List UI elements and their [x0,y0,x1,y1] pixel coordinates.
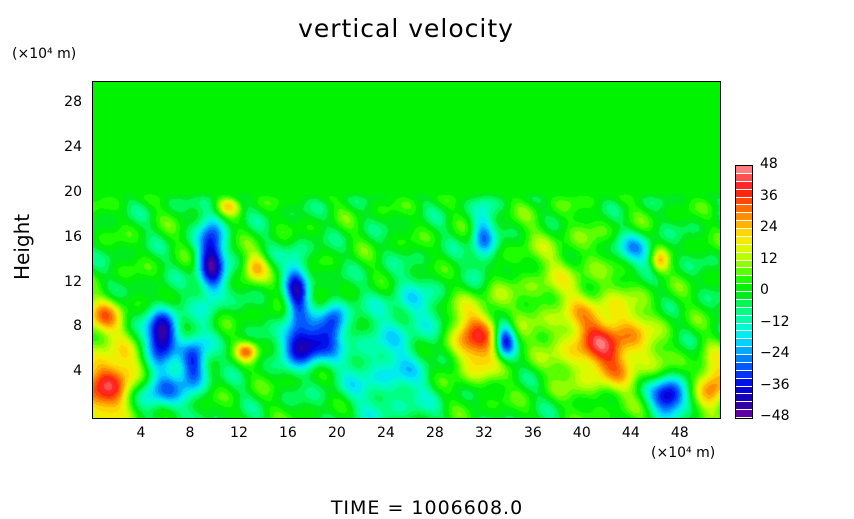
colorbar [735,165,753,419]
colorbar-tick-label: 48 [760,156,778,172]
colorbar-bin [736,292,752,299]
colorbar-bin [736,189,752,197]
y-tick-label: 8 [73,318,82,335]
colorbar-bin [736,299,752,307]
colorbar-bin [736,323,752,331]
x-tick-label: 4 [136,425,146,441]
colorbar-tick-label: 0 [760,282,769,298]
x-tick-label: 48 [670,425,689,441]
colorbar-tick-label: 12 [760,250,778,267]
colorbar-bin [736,252,752,260]
colorbar-tick-label: −36 [760,376,790,393]
colorbar-bin [736,378,752,386]
x-tick-label: 12 [230,425,248,441]
colorbar-bin [736,205,752,213]
colorbar-bin [736,347,752,354]
colorbar-bin [736,244,752,252]
colorbar-bin [736,221,752,228]
colorbar-bin [736,268,752,276]
y-tick-label: 24 [64,139,82,156]
y-tick-label: 16 [64,228,82,245]
colorbar-bin [736,315,752,323]
colorbar-bin [736,362,752,370]
velocity-field [93,82,720,418]
colorbar-bin [736,410,752,417]
colorbar-bin [736,276,752,284]
x-axis-unit: (×10⁴ m) [651,445,716,461]
colorbar-bin [736,173,752,181]
colorbar-bin [736,394,752,402]
x-tick-label: 8 [185,425,195,441]
colorbar-bin [736,236,752,244]
x-tick-label: 44 [621,425,640,441]
colorbar-bin [736,166,752,173]
y-tick-label: 12 [64,273,82,290]
colorbar-tick-label: 24 [760,219,778,235]
x-tick-label: 32 [474,425,493,441]
colorbar-bin [736,355,752,362]
colorbar-bin [736,197,752,205]
colorbar-bin [736,386,752,394]
x-tick-label: 16 [279,425,297,441]
colorbar-bin [736,331,752,339]
y-tick-label: 20 [64,184,82,200]
colorbar-bin [736,229,752,236]
x-tick-label: 24 [376,425,395,441]
colorbar-bin [736,284,752,291]
colorbar-bin [736,339,752,347]
time-label: TIME = 1006608.0 [330,497,524,519]
y-axis-unit: (×10⁴ m) [12,46,77,62]
colorbar-tick-label: −48 [760,408,790,424]
plot-area [92,81,721,419]
chart-title: vertical velocity [298,14,514,43]
colorbar-tick-label: −24 [760,345,790,361]
colorbar-bin [736,402,752,410]
x-tick-label: 40 [572,425,591,441]
colorbar-tick-label: 36 [760,187,778,204]
colorbar-bin [736,307,752,315]
colorbar-bin [736,260,752,268]
x-tick-label: 28 [425,425,444,441]
y-axis-label-text: Height [10,213,34,280]
colorbar-bin [736,370,752,378]
y-tick-label: 28 [64,94,82,111]
x-tick-label: 36 [523,425,542,441]
colorbar-bin [736,181,752,189]
y-tick-label: 4 [73,363,82,380]
x-tick-label: 20 [328,425,346,441]
colorbar-tick-label: −12 [760,313,790,330]
colorbar-bin [736,213,752,221]
